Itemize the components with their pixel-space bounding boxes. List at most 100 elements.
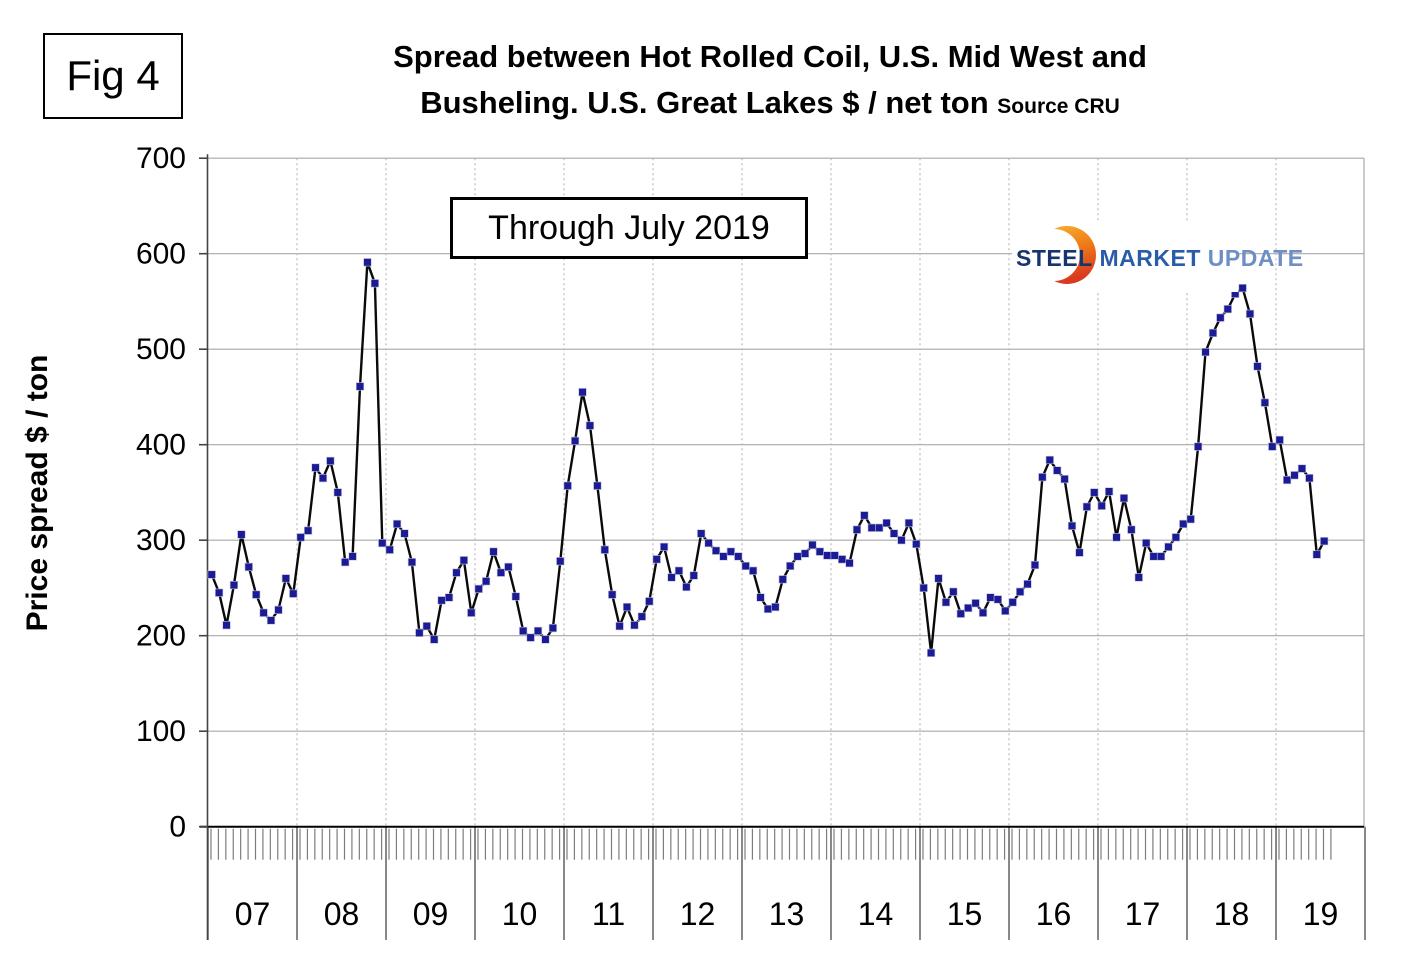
data-point-marker xyxy=(771,602,780,612)
data-point-marker xyxy=(311,463,320,472)
data-point-marker xyxy=(593,481,602,490)
data-point-marker xyxy=(207,570,216,579)
data-point-marker xyxy=(363,258,372,267)
data-point-marker xyxy=(244,562,253,572)
data-point-marker xyxy=(1097,501,1106,510)
data-point-marker xyxy=(1001,606,1010,615)
data-point-marker xyxy=(504,562,513,572)
data-point-marker xyxy=(1082,502,1091,511)
x-year-label: 08 xyxy=(324,896,360,932)
chart-title-line1: Spread between Hot Rolled Coil, U.S. Mid… xyxy=(393,39,1147,74)
data-point-marker xyxy=(927,648,936,657)
data-point-marker xyxy=(1201,347,1210,357)
data-point-marker xyxy=(838,555,847,564)
data-point-marker xyxy=(1320,537,1329,546)
x-year-label: 10 xyxy=(502,896,538,932)
data-point-marker xyxy=(637,612,646,621)
data-point-marker xyxy=(296,533,305,542)
data-point-marker xyxy=(919,583,928,593)
data-point-marker xyxy=(904,518,913,528)
data-point-marker xyxy=(689,571,698,580)
figure-label-box: Fig 4 xyxy=(43,33,183,119)
data-point-marker xyxy=(986,593,995,602)
data-point-marker xyxy=(1008,598,1017,607)
logo-word-market: MARKET xyxy=(1099,245,1201,271)
data-point-marker xyxy=(333,488,342,497)
data-point-marker xyxy=(860,511,869,520)
data-point-marker xyxy=(741,561,750,571)
data-point-marker xyxy=(1105,487,1114,496)
data-point-marker xyxy=(845,559,854,568)
data-point-marker xyxy=(1038,473,1047,482)
x-year-label: 09 xyxy=(413,896,449,932)
data-point-marker xyxy=(341,558,350,567)
data-point-marker xyxy=(430,635,439,644)
data-point-marker xyxy=(615,622,624,631)
data-point-marker xyxy=(400,529,409,538)
data-point-marker xyxy=(318,474,328,483)
data-point-marker xyxy=(1164,542,1173,551)
data-point-marker xyxy=(422,622,431,631)
x-year-label: 15 xyxy=(947,896,983,932)
data-point-marker xyxy=(1245,309,1255,318)
data-point-marker xyxy=(763,604,773,614)
x-year-label: 16 xyxy=(1036,896,1072,932)
y-tick-label: 200 xyxy=(136,620,186,653)
data-point-marker xyxy=(1030,560,1040,570)
data-point-marker xyxy=(415,628,424,637)
data-point-marker xyxy=(1053,466,1062,475)
x-year-label: 11 xyxy=(592,896,625,932)
data-point-marker xyxy=(889,529,899,538)
x-year-label: 17 xyxy=(1125,896,1161,932)
data-point-marker xyxy=(1134,573,1143,582)
data-point-marker xyxy=(370,279,379,288)
data-point-marker xyxy=(749,566,758,575)
chart-title-line2: Busheling. U.S. Great Lakes $ / net ton … xyxy=(420,85,1120,120)
data-point-marker xyxy=(823,551,832,560)
data-point-marker xyxy=(378,538,387,548)
data-point-marker xyxy=(281,574,290,583)
data-point-marker xyxy=(1223,304,1232,314)
data-point-marker xyxy=(556,557,565,566)
annotation-box: Through July 2019 xyxy=(450,197,808,259)
figure-label: Fig 4 xyxy=(66,52,160,99)
y-tick-label: 600 xyxy=(136,238,186,271)
data-point-marker xyxy=(585,421,595,430)
data-point-marker xyxy=(756,593,765,602)
data-point-marker xyxy=(304,526,313,535)
source-label: Source CRU xyxy=(997,95,1120,118)
data-point-marker xyxy=(1186,515,1195,524)
data-point-marker xyxy=(1194,442,1203,451)
data-point-marker xyxy=(444,593,454,602)
data-point-marker xyxy=(348,552,357,561)
data-point-marker xyxy=(1149,552,1158,561)
y-tick-label: 300 xyxy=(136,524,186,557)
data-point-marker xyxy=(830,551,839,560)
data-point-marker xyxy=(452,568,461,577)
data-point-marker xyxy=(229,580,239,590)
data-point-marker xyxy=(645,597,654,606)
data-point-marker xyxy=(474,584,483,594)
steel-market-update-logo: STEEL MARKET UPDATE xyxy=(1012,222,1303,292)
data-point-marker xyxy=(608,590,617,599)
data-point-marker xyxy=(1297,464,1307,473)
data-point-marker xyxy=(667,573,676,582)
data-point-marker xyxy=(1275,435,1284,445)
data-point-marker xyxy=(1283,475,1292,485)
y-axis-title: Price spread $ / ton xyxy=(21,354,54,632)
data-point-marker xyxy=(1090,488,1099,497)
data-point-marker xyxy=(726,547,735,556)
data-point-marker xyxy=(459,556,468,565)
data-point-marker xyxy=(1290,471,1299,480)
data-point-marker xyxy=(578,388,587,397)
data-point-marker xyxy=(289,589,298,598)
data-point-marker xyxy=(964,603,973,613)
x-year-label: 14 xyxy=(858,896,894,932)
data-point-marker xyxy=(697,529,706,538)
data-point-marker xyxy=(1305,474,1314,483)
data-point-marker xyxy=(526,633,535,642)
data-point-marker xyxy=(215,588,224,597)
chart-title: Spread between Hot Rolled Coil, U.S. Mid… xyxy=(190,34,1350,130)
data-point-marker xyxy=(941,598,951,607)
